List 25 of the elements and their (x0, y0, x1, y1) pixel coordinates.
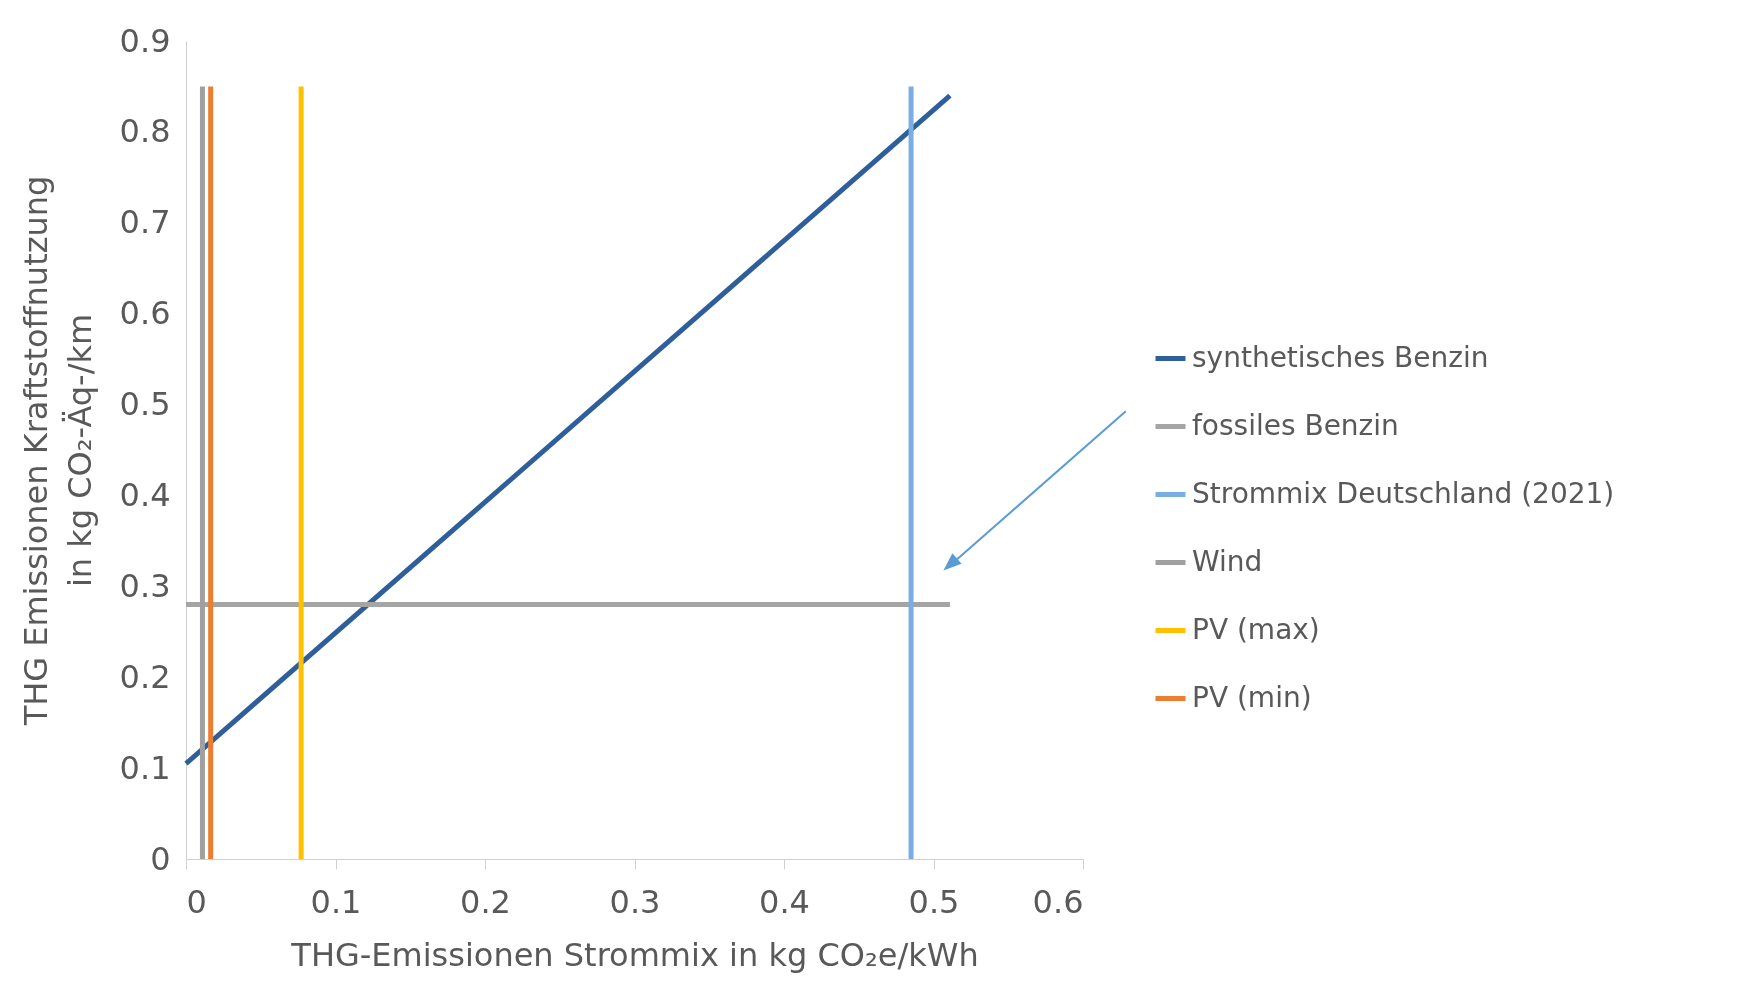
legend-label: Wind (1192, 544, 1263, 578)
legend-label: PV (max) (1192, 612, 1320, 646)
x-axis-title: THG-Emissionen Strommix in kg CO₂e/kWh (290, 935, 979, 974)
x-tick-label: 0.4 (759, 882, 810, 921)
x-tick-label: 0.5 (908, 882, 960, 921)
y-tick-label: 0.3 (119, 566, 171, 605)
x-tick-label: 0.1 (310, 882, 362, 921)
y-tick-label: 0.4 (119, 475, 171, 514)
legend-label: synthetisches Benzin (1192, 340, 1489, 374)
y-axis-title: THG Emissionen Kraftstoffnutzung in kg CO₂-Äq-/km (16, 175, 99, 727)
legend-label: PV (min) (1192, 680, 1312, 714)
legend-label: fossiles Benzin (1192, 408, 1399, 442)
y-tick-label: 0.7 (119, 203, 171, 242)
y-tick-label: 0.5 (119, 385, 171, 424)
y-tick-label: 0.9 (119, 21, 171, 60)
y-tick-label: 0.1 (119, 748, 171, 787)
y-tick-label: 0 (150, 839, 171, 878)
y-tick-label: 0.6 (119, 294, 171, 333)
x-tick-label: 0 (186, 882, 207, 921)
x-tick-label: 0.2 (460, 882, 511, 921)
y-tick-label: 0.2 (119, 657, 171, 696)
x-tick-label: 0.3 (609, 882, 661, 921)
legend-label: Strommix Deutschland (2021) (1192, 476, 1615, 510)
y-tick-label: 0.8 (119, 112, 171, 151)
x-tick-label: 0.6 (1032, 882, 1084, 921)
